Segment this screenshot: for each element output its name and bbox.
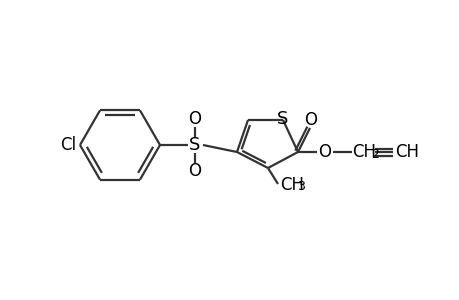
Text: O: O <box>304 111 317 129</box>
Text: S: S <box>189 136 200 154</box>
Text: S: S <box>277 110 288 128</box>
Text: CH: CH <box>351 143 375 161</box>
Text: O: O <box>318 143 331 161</box>
Text: O: O <box>188 110 201 128</box>
Text: CH: CH <box>280 176 303 194</box>
Text: 2: 2 <box>370 148 378 160</box>
Text: 3: 3 <box>297 181 304 194</box>
Text: Cl: Cl <box>60 136 76 154</box>
Text: CH: CH <box>394 143 418 161</box>
Text: O: O <box>188 162 201 180</box>
